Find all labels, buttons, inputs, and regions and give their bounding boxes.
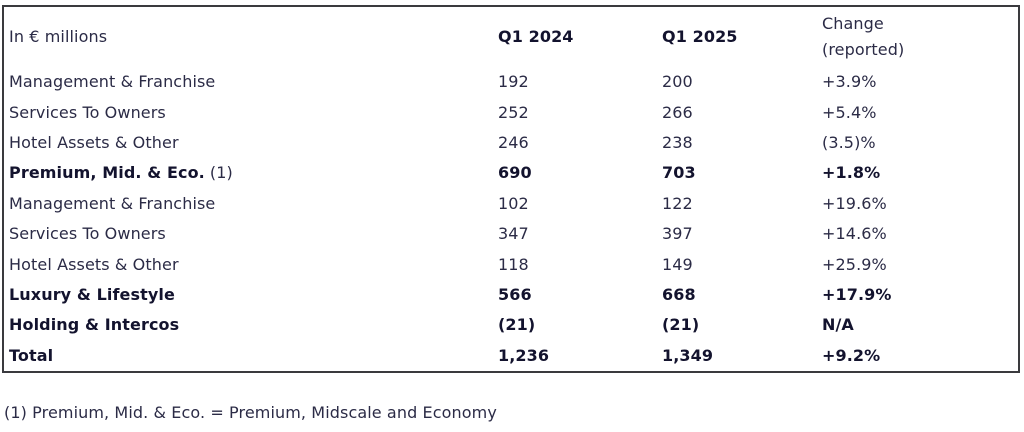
value-q1-2025: 703 xyxy=(662,163,696,183)
footnote-marker: (1) xyxy=(209,163,233,183)
row-label-text: Management & Franchise xyxy=(9,193,216,213)
row-label: Management & Franchise xyxy=(4,194,498,214)
row-label-text: Hotel Assets & Other xyxy=(9,254,179,274)
value-q1-2024: 347 xyxy=(498,224,529,244)
row-label-text: Luxury & Lifestyle xyxy=(9,285,175,305)
footnote: (1) Premium, Mid. & Eco. = Premium, Mids… xyxy=(4,403,497,422)
value-change: +25.9% xyxy=(822,254,887,274)
value-q1-2025: (21) xyxy=(662,315,700,335)
row-label: Services To Owners xyxy=(4,103,498,123)
value-q1-2024: 1,236 xyxy=(498,345,550,365)
table-row-management-franchise-ll: Management & Franchise 102 122 +19.6% xyxy=(4,189,1018,219)
row-label: Luxury & Lifestyle xyxy=(4,285,498,305)
value-change: +1.8% xyxy=(822,163,881,183)
value-change: +3.9% xyxy=(822,72,877,92)
table-row-services-to-owners-pme: Services To Owners 252 266 +5.4% xyxy=(4,97,1018,127)
table-row-holding-intercos: Holding & Intercos (21) (21) N/A xyxy=(4,310,1018,340)
value-change: +5.4% xyxy=(822,102,877,122)
table-row-hotel-assets-other-ll: Hotel Assets & Other 118 149 +25.9% xyxy=(4,249,1018,279)
row-label: Services To Owners xyxy=(4,224,498,244)
value-q1-2025: 1,349 xyxy=(662,345,714,365)
header-change-line2: (reported) xyxy=(822,40,905,59)
table-row-total: Total 1,236 1,349 +9.2% xyxy=(4,341,1018,371)
value-q1-2025: 668 xyxy=(662,285,696,305)
header-unit-label: In € millions xyxy=(9,27,108,46)
header-q1-2025: Q1 2025 xyxy=(662,27,738,46)
value-change: (3.5)% xyxy=(822,133,876,153)
value-q1-2024: 118 xyxy=(498,254,529,274)
table-row-luxury-lifestyle-subtotal: Luxury & Lifestyle 566 668 +17.9% xyxy=(4,280,1018,310)
value-q1-2025: 238 xyxy=(662,133,693,153)
value-q1-2024: 566 xyxy=(498,285,532,305)
value-q1-2025: 149 xyxy=(662,254,693,274)
table-row-management-franchise-pme: Management & Franchise 192 200 +3.9% xyxy=(4,67,1018,97)
revenue-by-segment-table: In € millions Q1 2024 Q1 2025 Change (re… xyxy=(2,5,1020,373)
row-label: Total xyxy=(4,346,498,366)
table-row-services-to-owners-ll: Services To Owners 347 397 +14.6% xyxy=(4,219,1018,249)
value-q1-2025: 122 xyxy=(662,193,693,213)
value-q1-2025: 266 xyxy=(662,102,693,122)
row-label-text: Premium, Mid. & Eco. xyxy=(9,163,205,183)
value-q1-2024: 192 xyxy=(498,72,529,92)
header-q1-2024: Q1 2024 xyxy=(498,27,574,46)
row-label: Premium, Mid. & Eco. (1) xyxy=(4,163,498,183)
table-row-hotel-assets-other-pme: Hotel Assets & Other 246 238 (3.5)% xyxy=(4,128,1018,158)
row-label-text: Services To Owners xyxy=(9,224,166,244)
row-label-text: Hotel Assets & Other xyxy=(9,133,179,153)
table-row-premium-mid-eco-subtotal: Premium, Mid. & Eco. (1) 690 703 +1.8% xyxy=(4,158,1018,188)
value-q1-2024: 102 xyxy=(498,193,529,213)
value-change: +14.6% xyxy=(822,224,887,244)
header-change-reported: Change (reported) xyxy=(822,11,1018,63)
row-label: Hotel Assets & Other xyxy=(4,133,498,153)
value-q1-2025: 200 xyxy=(662,72,693,92)
row-label-text: Holding & Intercos xyxy=(9,315,180,335)
value-q1-2024: 252 xyxy=(498,102,529,122)
row-label: Hotel Assets & Other xyxy=(4,255,498,275)
value-q1-2024: 690 xyxy=(498,163,532,183)
value-change: +19.6% xyxy=(822,193,887,213)
value-change: N/A xyxy=(822,315,854,335)
value-change: +17.9% xyxy=(822,285,892,305)
row-label-text: Services To Owners xyxy=(9,102,166,122)
row-label-text: Management & Franchise xyxy=(9,72,216,92)
value-q1-2025: 397 xyxy=(662,224,693,244)
row-label: Management & Franchise xyxy=(4,72,498,92)
table-header-row: In € millions Q1 2024 Q1 2025 Change (re… xyxy=(4,7,1018,67)
header-change-line1: Change xyxy=(822,14,884,33)
value-q1-2024: 246 xyxy=(498,133,529,153)
value-q1-2024: (21) xyxy=(498,315,536,335)
row-label-text: Total xyxy=(9,345,54,365)
value-change: +9.2% xyxy=(822,345,881,365)
row-label: Holding & Intercos xyxy=(4,315,498,335)
